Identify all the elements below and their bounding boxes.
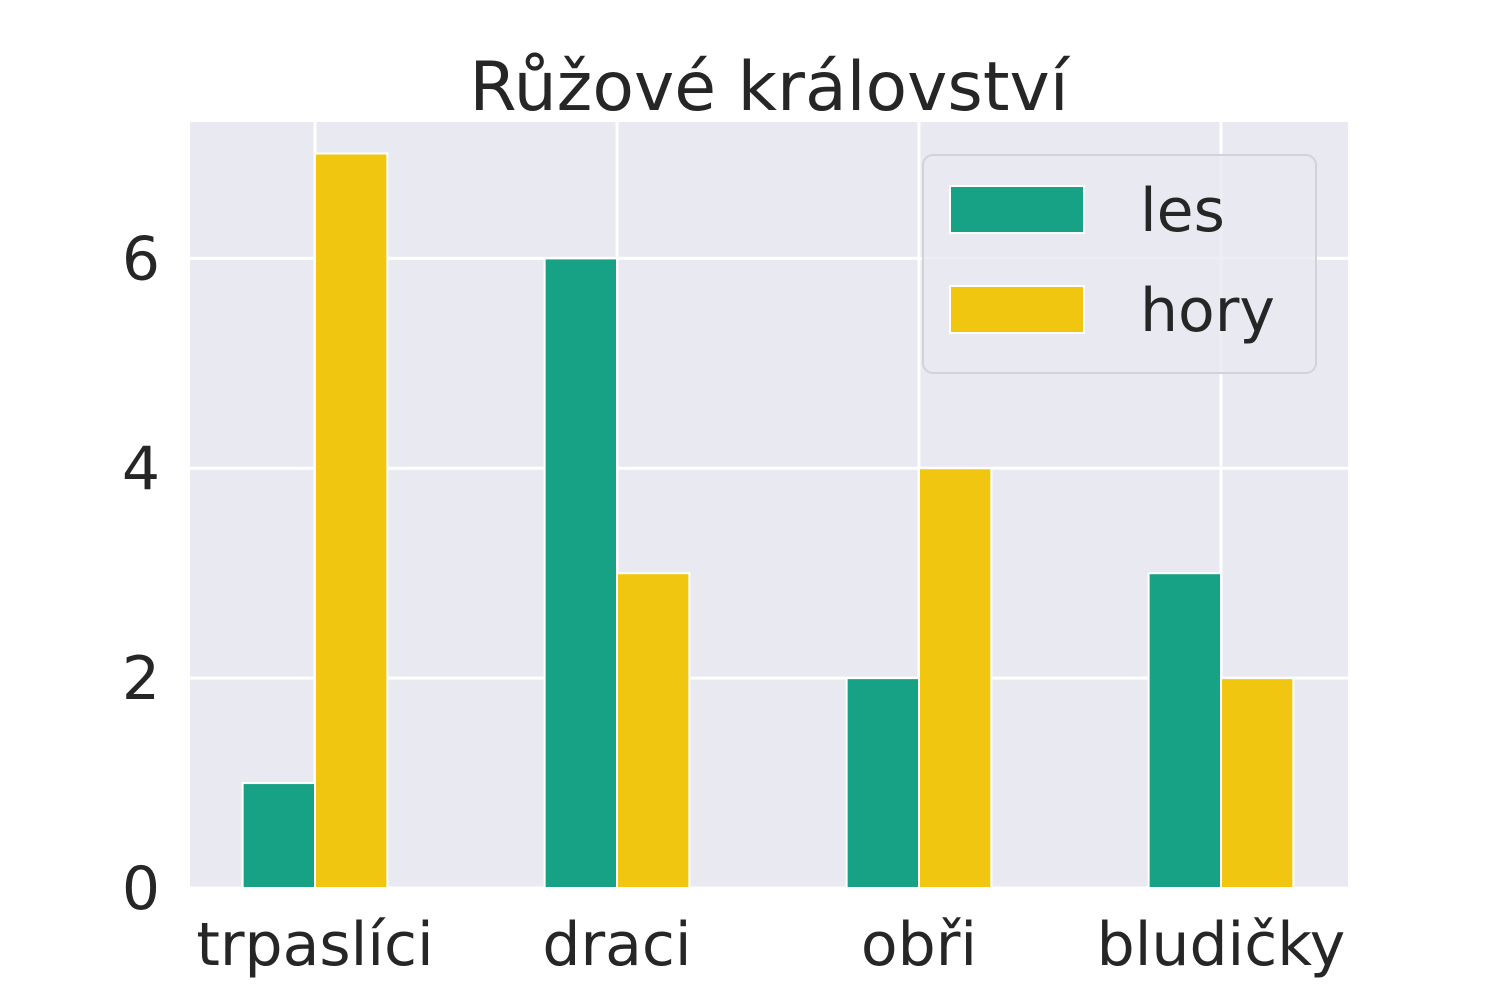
y-tick-label: 2 [122,644,160,714]
bar-les-draci [543,257,618,889]
bar-les-obři [845,677,920,889]
bar-hory-bludičky [1220,677,1295,889]
legend-label-hory: hory [1140,276,1275,346]
legend-swatch-les [949,185,1085,234]
chart-title: Růžové království [469,48,1070,127]
x-tick-label: draci [542,910,691,980]
tick-labels: 0 2 4 6 trpaslíci draci obři bludičky [122,224,1346,980]
legend: les hory [922,154,1317,374]
bar-les-bludičky [1147,572,1222,890]
x-tick-label: bludičky [1097,910,1346,980]
bars [241,152,1295,890]
y-tick-label: 4 [122,434,160,504]
x-tick-label: obři [861,910,977,980]
bar-les-trpaslíci [241,782,316,889]
legend-swatch-hory [949,285,1085,334]
legend-label-les: les [1140,176,1225,246]
bar-hory-draci [616,572,691,890]
y-tick-label: 0 [122,854,160,924]
y-tick-label: 6 [122,224,160,294]
bar-hory-trpaslíci [314,152,389,890]
x-tick-label: trpaslíci [196,910,433,980]
bar-hory-obři [918,467,993,889]
